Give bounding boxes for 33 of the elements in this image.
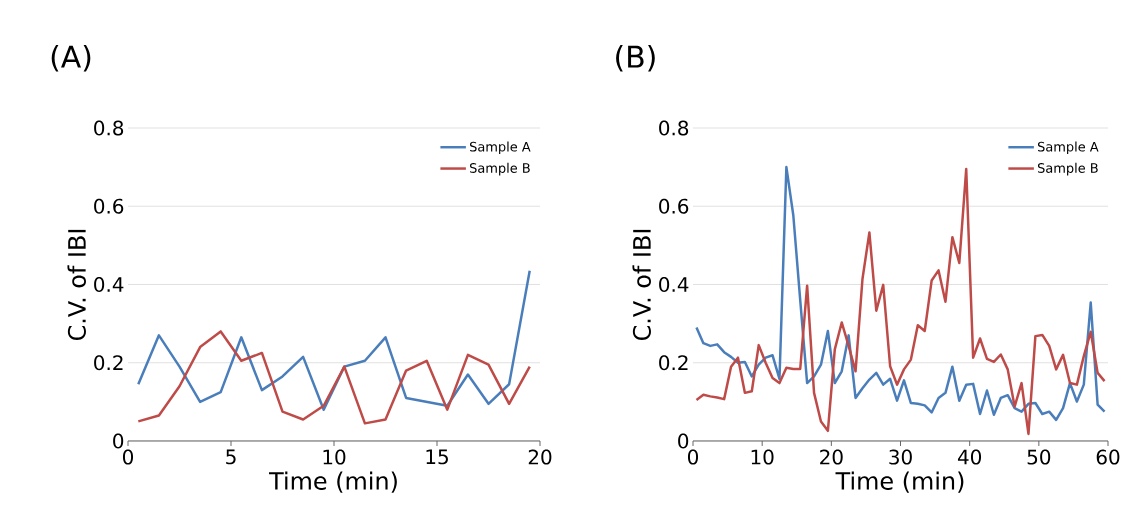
x-tick-label: 5 xyxy=(226,449,236,465)
y-tick-label: 0 xyxy=(113,433,124,449)
x-tick-label: 10 xyxy=(323,449,346,465)
y-tick-label: 0.2 xyxy=(659,355,688,371)
x-axis-title: Time (min) xyxy=(269,471,397,493)
y-tick-label: 0.8 xyxy=(659,120,689,136)
legend-label: Sample B xyxy=(1037,162,1098,176)
x-tick-label: 30 xyxy=(889,449,912,465)
y-tick-label: 0.4 xyxy=(94,276,124,293)
y-axis-title: C.V. of IBI xyxy=(632,229,651,341)
x-tick-label: 0 xyxy=(687,449,699,465)
x-tick-label: 20 xyxy=(528,449,552,465)
y-tick-label: 0.4 xyxy=(659,276,689,293)
chart-title: (A) xyxy=(51,44,91,72)
x-tick-label: 60 xyxy=(1096,449,1120,465)
x-tick-label: 20 xyxy=(820,449,843,465)
line-series xyxy=(137,330,531,425)
chart-title: (B) xyxy=(616,44,655,72)
x-tick-label: 50 xyxy=(1027,449,1051,465)
y-tick-label: 0.2 xyxy=(94,355,123,371)
y-tick-label: 0.8 xyxy=(94,120,124,136)
legend-label: Sample A xyxy=(470,141,531,155)
x-tick-label: 15 xyxy=(426,449,448,465)
x-tick-label: 0 xyxy=(122,449,134,465)
x-axis-title: Time (min) xyxy=(835,471,964,493)
x-tick-label: 40 xyxy=(957,449,982,465)
y-tick-label: 0.6 xyxy=(659,198,689,214)
y-axis-title: C.V. of IBI xyxy=(67,229,86,341)
x-tick-label: 10 xyxy=(751,449,774,465)
legend-label: Sample A xyxy=(1037,141,1099,155)
legend-label: Sample B xyxy=(470,162,530,176)
y-tick-label: 0 xyxy=(678,433,689,449)
y-tick-label: 0.6 xyxy=(94,198,124,214)
